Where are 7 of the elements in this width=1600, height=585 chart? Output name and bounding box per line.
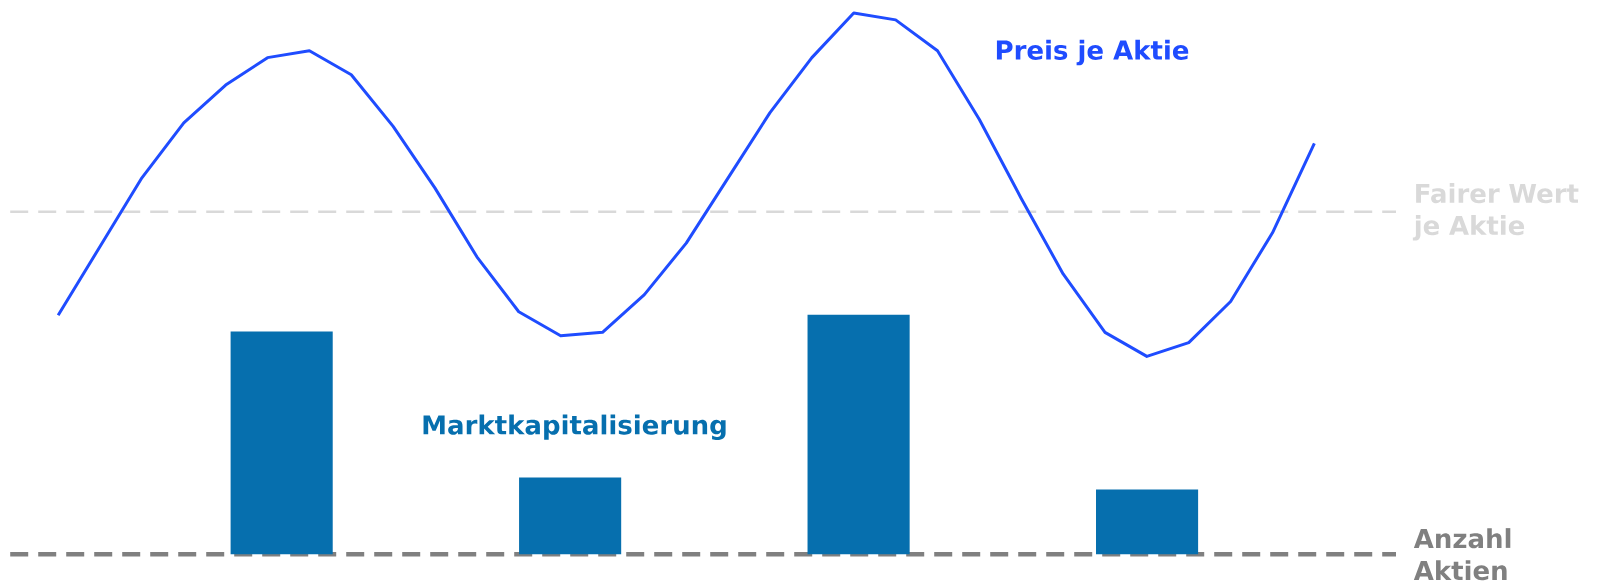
series-label: Preis je Aktie bbox=[996, 39, 1189, 66]
bar bbox=[1096, 489, 1199, 555]
ref-line-label: Anzahl Aktien bbox=[1413, 528, 1511, 581]
bar bbox=[807, 314, 910, 555]
bar bbox=[230, 331, 333, 555]
bar bbox=[519, 477, 622, 555]
series-label: Marktkapitalisierung bbox=[423, 414, 726, 441]
